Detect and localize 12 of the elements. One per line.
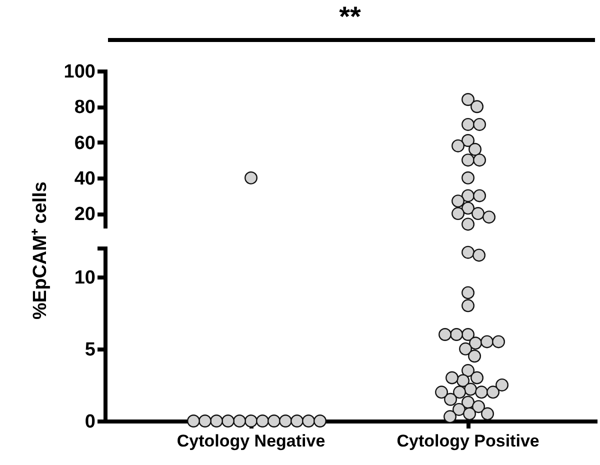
y-tick-label: 60 <box>74 132 96 154</box>
x-tick-label: Cytology Positive <box>396 432 540 450</box>
y-axis-title: %EpCAM⁺ cells <box>30 182 51 320</box>
y-tick-label: 100 <box>64 62 96 82</box>
y-tick-label: 0 <box>84 412 96 432</box>
y-tick-label: 20 <box>74 204 96 226</box>
y-tick-label: 5 <box>84 339 96 360</box>
y-tick-label: 80 <box>74 97 96 118</box>
y-tick-label: 10 <box>74 267 96 288</box>
y-tick-label: 40 <box>74 168 96 190</box>
text: ** <box>339 1 361 32</box>
x-tick-label: Cytology Negative <box>176 432 326 450</box>
